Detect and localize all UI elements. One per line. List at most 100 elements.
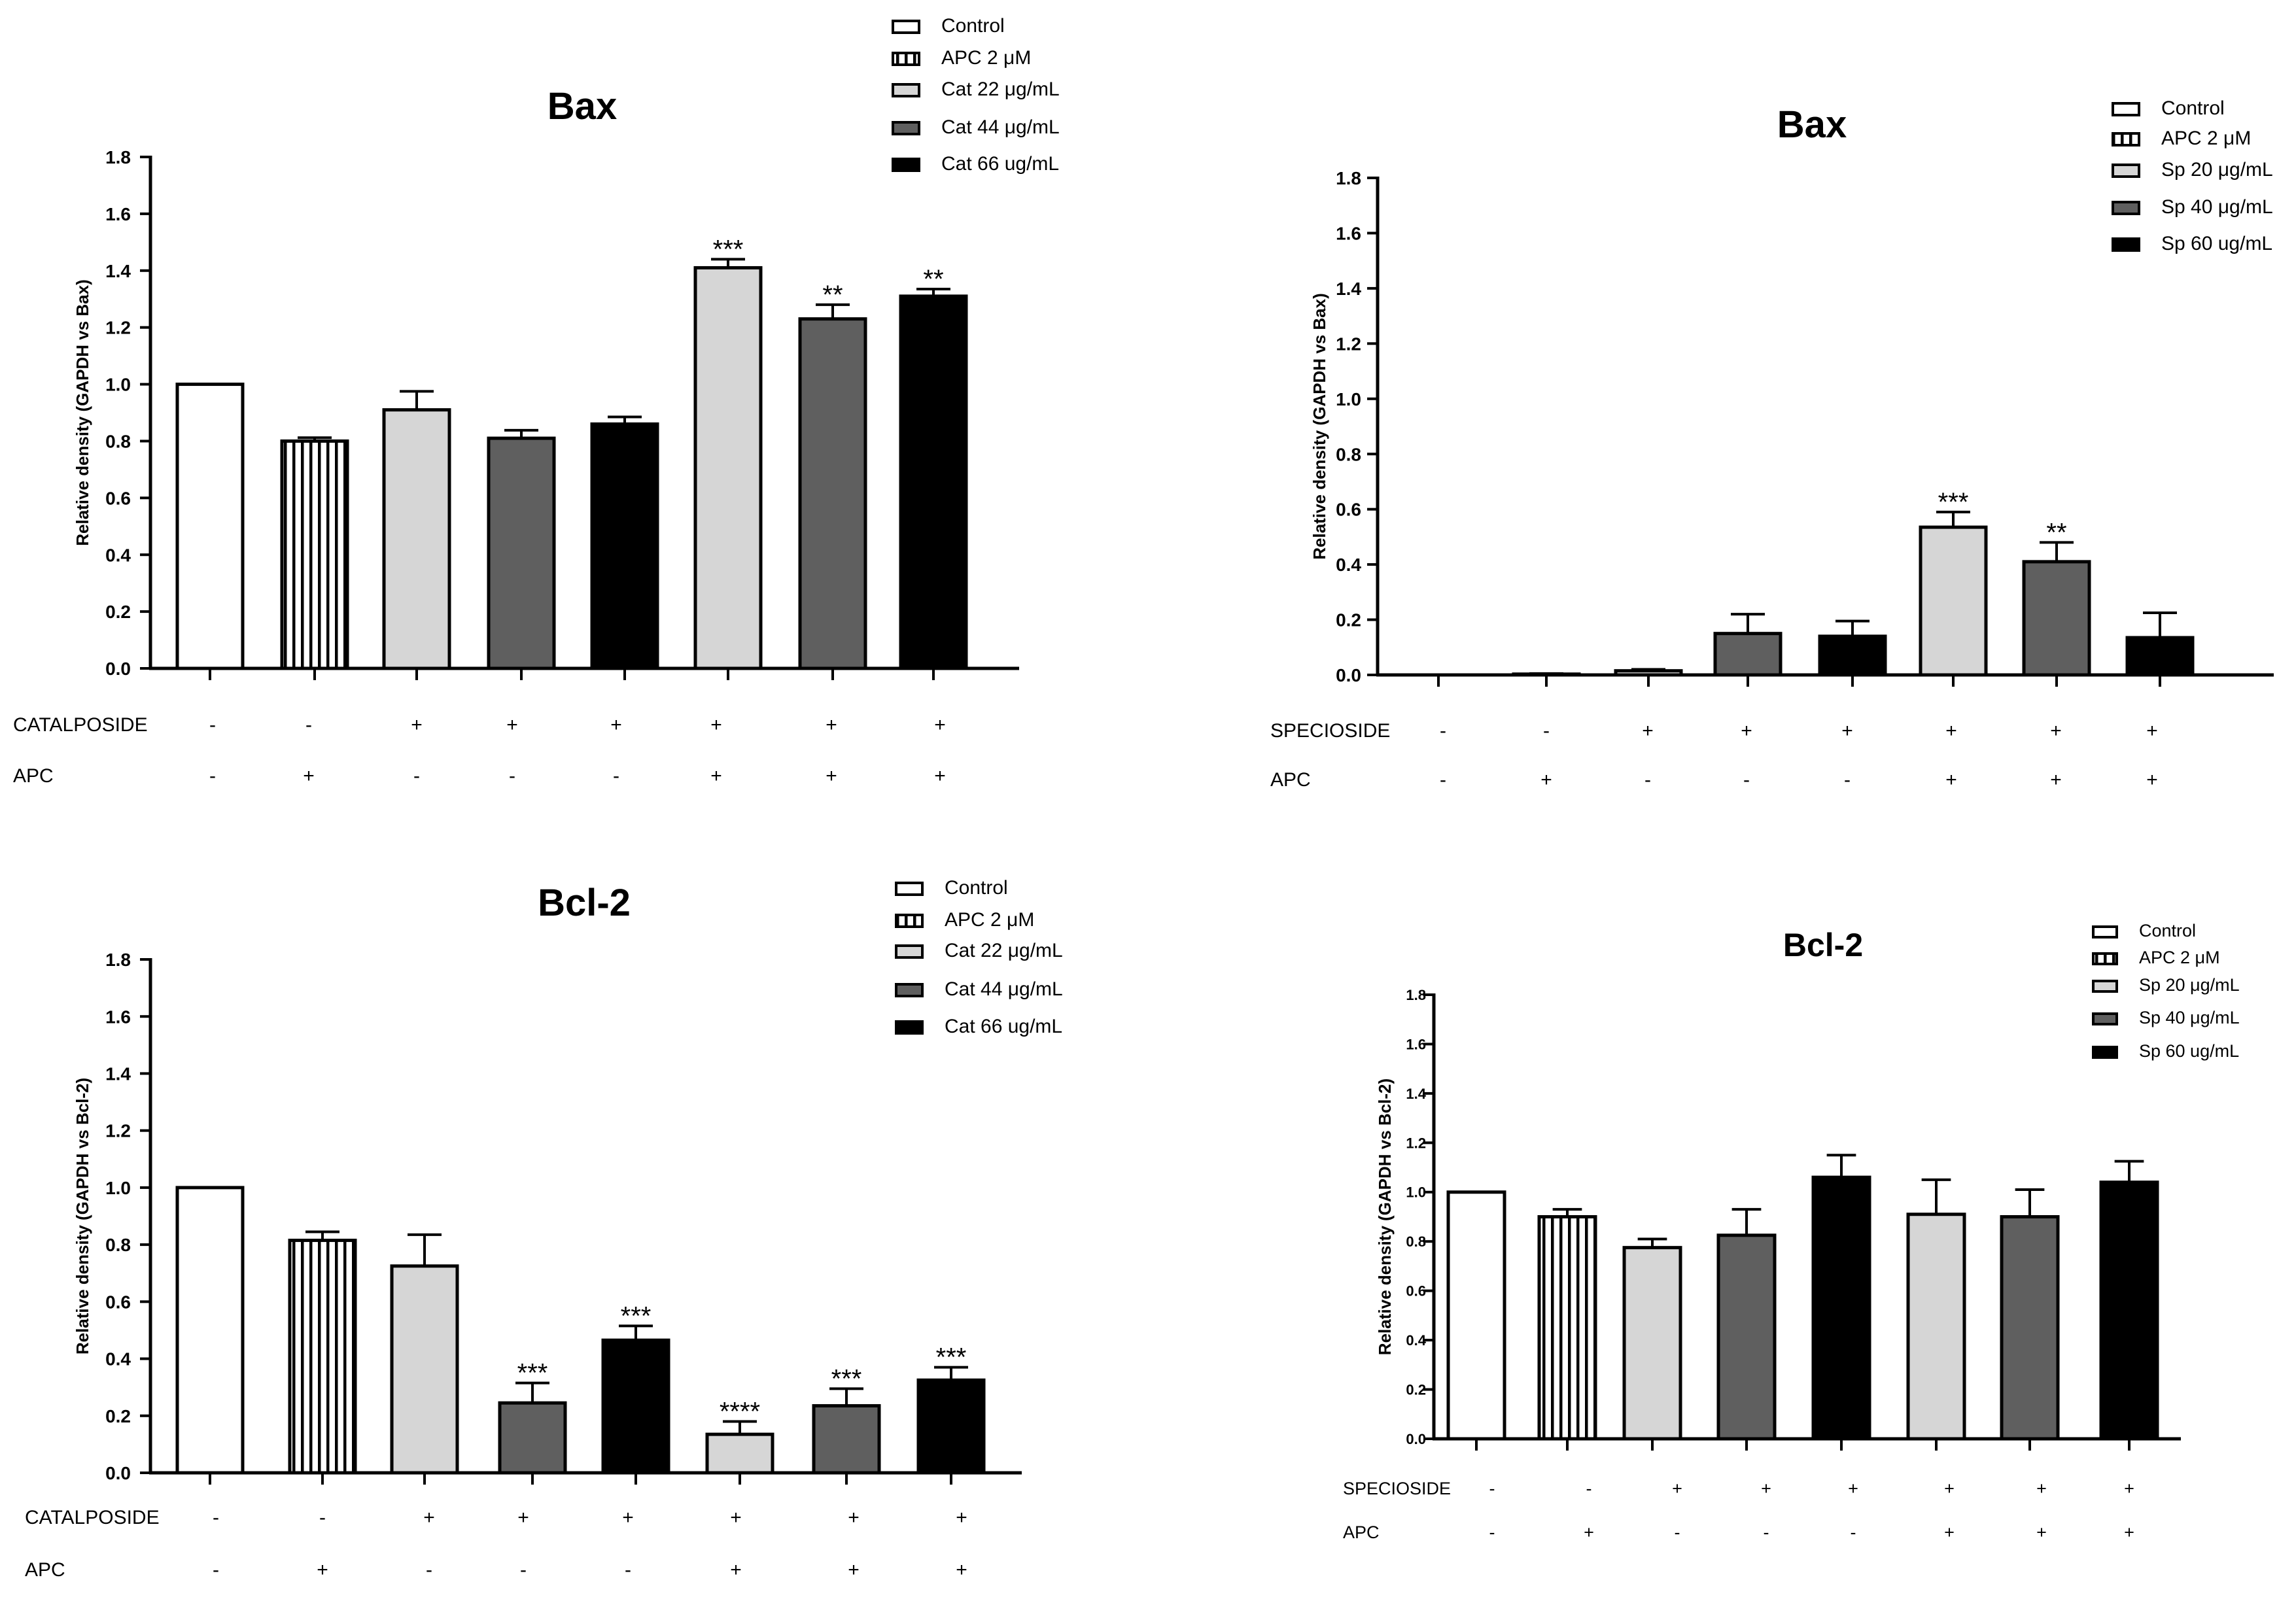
legend-label: Cat 44 μg/mL [945,978,1063,1000]
bar [693,266,763,670]
bar [916,1378,986,1475]
treatment-sign: + [1944,1523,1955,1542]
treatment-row-label: SPECIOSIDE [1343,1479,1451,1498]
bar [1537,1215,1597,1441]
legend-label: APC 2 μM [945,909,1034,931]
bar [487,436,556,670]
legend-label: Control [2161,97,2225,119]
y-tick-label: 0.6 [105,488,131,508]
legend-swatch [2092,980,2118,993]
bar [382,408,451,670]
y-tick-label: 0.8 [1406,1233,1426,1250]
bar [498,1401,567,1475]
significance-label: ** [923,265,943,294]
treatment-sign: + [506,714,518,736]
legend-label: Cat 66 ug/mL [945,1016,1062,1037]
significance-label: *** [517,1359,548,1388]
bar [1716,1233,1777,1441]
treatment-sign: - [1764,1523,1769,1542]
bar [1713,632,1783,677]
bar [1446,1190,1506,1441]
legend-label: Cat 22 μg/mL [941,78,1060,100]
treatment-sign: - [1743,769,1750,791]
legend-swatch [892,158,920,172]
treatment-sign: - [1675,1523,1680,1542]
treatment-sign: + [2146,769,2158,791]
legend-swatch [2092,952,2118,965]
treatment-row-label: APC [13,765,54,787]
treatment-sign: - [209,714,216,736]
y-tick-label: 1.4 [1406,1086,1426,1102]
y-tick-label: 0.4 [1336,555,1361,575]
treatment-sign: + [1848,1479,1858,1498]
treatment-sign: - [413,765,420,787]
treatment-sign: + [848,1559,860,1581]
treatment-sign: - [1844,769,1851,791]
bar [2099,1180,2159,1441]
chart-panel: Bcl-2 Relative density (GAPDH vs Bcl-2) 0.… [25,877,1063,1581]
bar [1906,1213,1966,1441]
treatment-sign: - [1586,1479,1592,1498]
treatment-sign: - [213,1507,219,1528]
treatment-sign: + [956,1559,967,1581]
legend-label: Sp 40 μg/mL [2161,196,2273,218]
treatment-sign: + [956,1507,967,1528]
treatment-sign: + [423,1507,435,1528]
bar [175,1186,245,1475]
y-tick-label: 0.4 [105,1349,131,1369]
y-tick-label: 1.8 [105,147,131,167]
treatment-sign: - [613,765,619,787]
treatment-sign: + [1584,1523,1594,1542]
y-tick-label: 0.8 [105,1235,131,1255]
y-tick-label: 0.2 [1336,610,1361,630]
significance-label: *** [621,1301,652,1330]
legend-swatch [895,882,924,896]
treatment-sign: - [1851,1523,1856,1542]
chart-title: Bcl-2 [1783,927,1863,963]
y-tick-label: 0.2 [105,1406,131,1426]
treatment-sign: - [1440,769,1446,791]
y-tick-label: 0.0 [105,659,131,679]
legend-swatch [895,914,924,928]
treatment-sign: + [517,1507,529,1528]
treatment-sign: - [426,1559,432,1581]
y-tick-label: 0.4 [105,545,131,565]
chart-panel: Bcl-2 Relative density (GAPDH vs Bcl-2) 0.… [1343,921,2240,1542]
treatment-sign: - [625,1559,631,1581]
chart-panel: Bax Relative density (GAPDH vs Bax) 0.0 0.2… [13,15,1060,787]
treatment-sign: - [1543,720,1550,742]
treatment-sign: + [2050,769,2062,791]
treatment-sign: - [520,1559,527,1581]
treatment-sign: + [2036,1523,2047,1542]
legend-label: APC 2 μM [2161,128,2251,149]
y-tick-label: 1.4 [1336,279,1361,299]
bar [798,317,867,670]
y-tick-label: 0.6 [1336,500,1361,520]
legend-swatch [2112,132,2140,146]
legend-swatch [895,1020,924,1035]
significance-label: *** [713,235,744,264]
significance-label: *** [831,1364,862,1393]
significance-label: ** [822,281,843,309]
bar [390,1264,459,1475]
treatment-sign: + [934,765,946,787]
treatment-sign: + [730,1559,742,1581]
treatment-sign: + [1741,720,1752,742]
treatment-sign: - [213,1559,219,1581]
y-tick-label: 0.2 [105,602,131,622]
legend-swatch [892,52,920,66]
legend-swatch [892,121,920,135]
bar [1919,525,1988,677]
treatment-row-label: APC [1343,1523,1380,1542]
legend-swatch [895,983,924,997]
treatment-sign: + [1761,1479,1771,1498]
y-tick-label: 1.0 [1406,1184,1426,1201]
legend-swatch [895,944,924,959]
treatment-sign: + [1945,769,1957,791]
treatment-row-label: APC [1270,769,1311,791]
significance-label: *** [1938,488,1969,517]
legend-label: Cat 22 μg/mL [945,940,1063,961]
treatment-sign: - [1489,1479,1495,1498]
treatment-sign: + [826,714,837,736]
